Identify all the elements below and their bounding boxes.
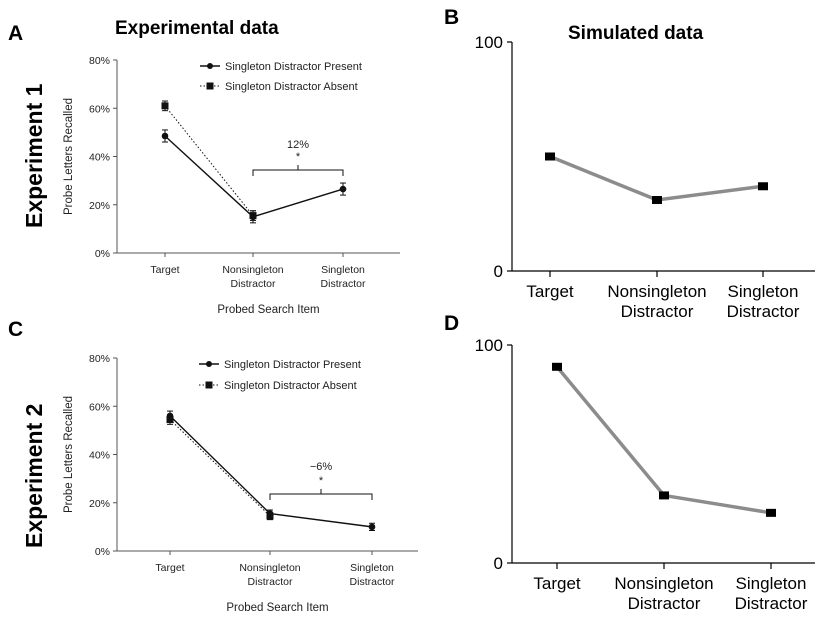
heading-experimental: Experimental data <box>115 18 279 39</box>
y-tick-label-c: 0% <box>95 546 110 558</box>
chart-panel-c: 0% 20% 40% 60% 80% Target Nonsingleton Distract… <box>63 353 418 614</box>
chart-panel-d: 0 100 Target Nonsingleton Distractor Singleto… <box>475 336 815 613</box>
legend-label-a: Singleton Distractor Present <box>225 61 362 73</box>
series-line-b <box>549 154 764 202</box>
data-point-b <box>758 182 768 191</box>
y-tick-label-c: 40% <box>89 450 110 462</box>
legend-label-c: Singleton Distractor Absent <box>224 380 357 392</box>
panel-letter-c: C <box>8 318 23 341</box>
x-tick-label-a: Nonsingleton Distractor <box>222 264 283 290</box>
significance-bracket-a <box>252 165 344 176</box>
row-label-experiment-2: Experiment 2 <box>21 404 47 548</box>
y-tick-label-b: 0 <box>494 262 503 281</box>
series-line-a-0 <box>164 135 344 218</box>
panel-letter-a: A <box>8 22 23 45</box>
x-axis-title-c: Probed Search Item <box>226 602 328 614</box>
legend-label-c: Singleton Distractor Present <box>224 359 361 371</box>
x-tick-label-a: Target <box>150 264 179 276</box>
legend-label-a: Singleton Distractor Absent <box>225 81 358 93</box>
x-tick-label-b: Target <box>526 282 574 301</box>
x-tick-label-c: Target <box>155 562 184 574</box>
y-tick-label-a: 60% <box>89 103 110 115</box>
y-tick-label-a: 80% <box>89 55 110 67</box>
x-tick-label-d: Nonsingleton Distractor <box>614 574 713 613</box>
data-point-square-a <box>249 212 257 220</box>
annotation-star-c: * <box>319 475 324 487</box>
x-tick-label-c: Singleton Distractor <box>350 562 395 588</box>
data-point-d <box>552 362 562 371</box>
data-point-circle-a <box>161 132 169 140</box>
data-point-circle-c <box>368 523 376 531</box>
chart-panel-b: 0 100 Target Nonsingleton Distractor Singleto… <box>475 33 815 321</box>
y-tick-label-c: 20% <box>89 498 110 510</box>
annotation-value-c: −6% <box>310 461 333 473</box>
data-point-circle-a <box>339 185 347 193</box>
data-point-square-a <box>161 102 169 110</box>
legend-marker-a <box>207 63 213 69</box>
y-tick-label-a: 0% <box>95 248 110 260</box>
y-axis-title-a: Probe Letters Recalled <box>63 98 75 215</box>
x-tick-label-d: Singleton Distractor <box>735 574 808 613</box>
x-tick-label-b: Singleton Distractor <box>727 282 800 321</box>
panel-letter-b: B <box>444 6 459 29</box>
data-point-d <box>766 508 776 517</box>
legend-marker-c <box>206 361 212 367</box>
data-point-square-c <box>266 512 274 520</box>
y-axis-title-c: Probe Letters Recalled <box>63 396 75 513</box>
panel-letter-d: D <box>444 312 459 335</box>
data-point-b <box>652 196 662 205</box>
significance-bracket-c <box>269 489 373 500</box>
y-tick-label-a: 40% <box>89 152 110 164</box>
x-axis-title-a: Probed Search Item <box>217 304 319 316</box>
series-line-c-1 <box>169 419 271 517</box>
x-tick-label-d: Target <box>533 574 581 593</box>
data-point-b <box>545 152 555 161</box>
annotation-value-a: 12% <box>287 139 309 151</box>
data-point-d <box>659 491 669 500</box>
chart-panel-a: 0% 20% 40% 60% 80% Target Nonsingleton Distract… <box>63 55 400 316</box>
legend-marker-a <box>206 82 214 90</box>
data-point-square-c <box>166 416 174 424</box>
series-line-d <box>555 365 772 515</box>
heading-simulated: Simulated data <box>568 23 704 44</box>
y-tick-label-c: 60% <box>89 401 110 413</box>
y-tick-label-a: 20% <box>89 200 110 212</box>
y-tick-label-d: 100 <box>475 336 503 355</box>
legend-marker-c <box>205 381 213 389</box>
x-tick-label-b: Nonsingleton Distractor <box>607 282 706 321</box>
x-tick-label-a: Singleton Distractor <box>321 264 366 290</box>
y-tick-label-d: 0 <box>494 554 503 573</box>
y-tick-label-c: 80% <box>89 353 110 365</box>
x-tick-label-c: Nonsingleton Distractor <box>239 562 300 588</box>
y-tick-label-b: 100 <box>475 33 503 52</box>
annotation-star-a: * <box>296 151 301 163</box>
row-label-experiment-1: Experiment 1 <box>21 83 47 228</box>
series-line-a-1 <box>164 105 254 216</box>
